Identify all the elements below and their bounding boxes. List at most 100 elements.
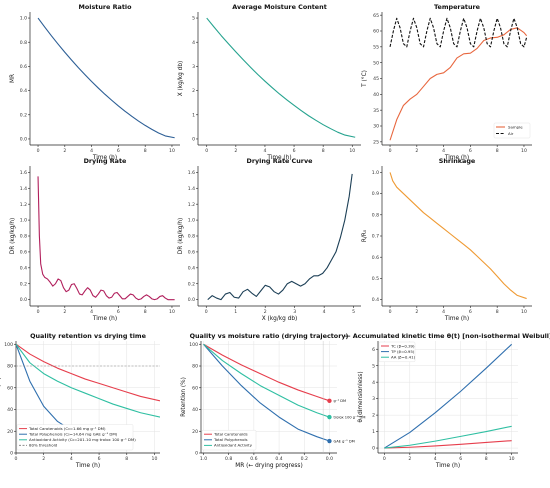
chart-title: Moisture Ratio [79, 3, 133, 11]
x-tick-label: 4 [70, 456, 73, 462]
x-tick-label: 10 [521, 148, 527, 154]
x-tick-label: 8 [496, 148, 499, 154]
series-line-air [389, 17, 528, 48]
x-tick-label: 6 [469, 148, 472, 154]
legend-label: 80% threshold [29, 443, 58, 448]
legend-label: Total Carotenoids (C₀=1.66 mg g⁻¹ DM) [28, 426, 106, 431]
x-axis-label: Time (h) [444, 316, 469, 322]
chart-title: Drying Rate Curve [247, 157, 314, 165]
y-tick-label: 1.6 [188, 170, 195, 176]
y-tick-label: 0.8 [20, 234, 27, 240]
series-line-x [206, 17, 356, 138]
x-tick-label: 6 [117, 309, 120, 315]
y-tick-label: 1.4 [20, 186, 27, 192]
x-axis-label: Time (h) [266, 155, 291, 161]
series-line-tc [384, 440, 512, 449]
y-tick-label: 65 [373, 13, 379, 19]
legend-label: Total Polyphenols [213, 437, 248, 442]
x-tick-label: 6 [469, 309, 472, 315]
y-tick-label: 20 [7, 429, 13, 435]
series-line-antioxidant [203, 343, 330, 418]
series-line-mr [37, 17, 175, 139]
x-tick-label: 0.2 [301, 456, 308, 462]
y-tick-label: 0.2 [188, 281, 195, 287]
chart-title: Quality retention vs drying time [30, 332, 146, 340]
series-line-aa [384, 425, 512, 449]
x-tick-label: 4 [442, 309, 445, 315]
endpoint-marker [327, 414, 332, 420]
legend-label: Air [508, 131, 514, 136]
y-tick-label: 1.0 [188, 218, 195, 224]
y-tick-label: 0.7 [372, 234, 379, 240]
x-tick-label: 8 [322, 148, 325, 154]
chart-mr: 0 2 4 6 8 10 0.0 0.2 0.4 0.6 0.8 1.0 Moisture Ratio T… [10, 3, 180, 161]
series-line-total [16, 343, 160, 402]
chart-title: Quality vs moisture ratio (drying trajec… [190, 332, 349, 340]
y-tick-label: 0.6 [372, 255, 379, 261]
y-tick-label: 80 [7, 364, 13, 370]
chart-title: — Accumulated kinetic time θ(t) [non-iso… [344, 332, 550, 340]
x-axis-label: X (kg/kg db) [262, 316, 298, 322]
y-tick-label: 0.8 [20, 40, 27, 46]
y-tick-label: 2 [192, 88, 195, 94]
y-tick-label: 4 [372, 380, 375, 386]
x-tick-label: 0 [37, 148, 40, 154]
y-axis-label: X (kg/kg db) [178, 61, 184, 97]
y-tick-label: 1.2 [188, 202, 195, 208]
x-tick-label: 6 [459, 456, 462, 462]
x-tick-label: 4 [90, 309, 93, 315]
x-axis-label: Time (h) [435, 463, 460, 469]
x-tick-label: 4 [434, 456, 437, 462]
legend-label: Sample [508, 124, 523, 129]
y-tick-label: 55 [373, 44, 379, 50]
x-axis-label: Time (h) [75, 463, 100, 469]
x-tick-label: 8 [485, 456, 488, 462]
y-tick-label: 4 [192, 40, 195, 46]
x-tick-label: 3 [293, 309, 296, 315]
y-tick-label: 1 [192, 112, 195, 118]
x-tick-label: 0 [383, 456, 386, 462]
y-tick-label: 0.0 [20, 137, 27, 143]
y-tick-label: 35 [373, 108, 379, 114]
x-tick-label: 10 [152, 456, 158, 462]
y-tick-label: 0.2 [20, 112, 27, 118]
y-tick-label: 1.2 [20, 202, 27, 208]
y-axis-label: R/R₀ [362, 229, 368, 242]
x-tick-label: 2 [415, 309, 418, 315]
series-line-total [203, 343, 330, 442]
y-axis-label: DR (kg/kg/h) [10, 218, 16, 255]
y-tick-label: 40 [7, 407, 13, 413]
y-tick-label: 1.6 [20, 170, 27, 176]
chart-title: Shrinkage [439, 157, 476, 165]
y-tick-label: 0 [372, 446, 375, 452]
x-tick-label: 6 [293, 148, 296, 154]
legend-label: TP (β=0.95) [390, 349, 415, 354]
y-axis-label: DR (kg/kg/h) [178, 218, 184, 255]
y-tick-label: 1.4 [188, 186, 195, 192]
x-tick-label: 0.6 [250, 456, 257, 462]
chart-kinetic: 0 2 4 6 8 10 0 1 2 3 4 5 6 — Accumulated kinetic time… [344, 332, 550, 469]
y-tick-label: 30 [373, 124, 379, 130]
y-tick-label: 0 [10, 451, 13, 457]
chart-dr: 0 2 4 6 8 10 0.0 0.2 0.4 0.6 0.8 1.0 1.2 1.4 1.6 Drying… [10, 157, 180, 322]
x-tick-label: 0.4 [275, 456, 282, 462]
y-tick-label: 0.2 [20, 281, 27, 287]
y-tick-label: 1.0 [20, 218, 27, 224]
y-tick-label: 45 [373, 76, 379, 82]
x-tick-label: 2 [415, 148, 418, 154]
y-tick-label: 1.0 [372, 170, 379, 176]
x-tick-label: 2 [42, 456, 45, 462]
y-tick-label: 60 [192, 385, 198, 391]
legend-box [16, 424, 134, 451]
y-tick-label: 6 [372, 347, 375, 353]
x-tick-label: 8 [125, 456, 128, 462]
y-tick-label: 0.4 [20, 88, 27, 94]
x-tick-label: 0 [15, 456, 18, 462]
x-tick-label: 10 [509, 456, 515, 462]
y-tick-label: 25 [373, 139, 379, 145]
y-tick-label: 80 [192, 364, 198, 370]
y-tick-label: 0.0 [188, 297, 195, 303]
x-tick-label: 8 [144, 148, 147, 154]
y-tick-label: 60 [7, 385, 13, 391]
